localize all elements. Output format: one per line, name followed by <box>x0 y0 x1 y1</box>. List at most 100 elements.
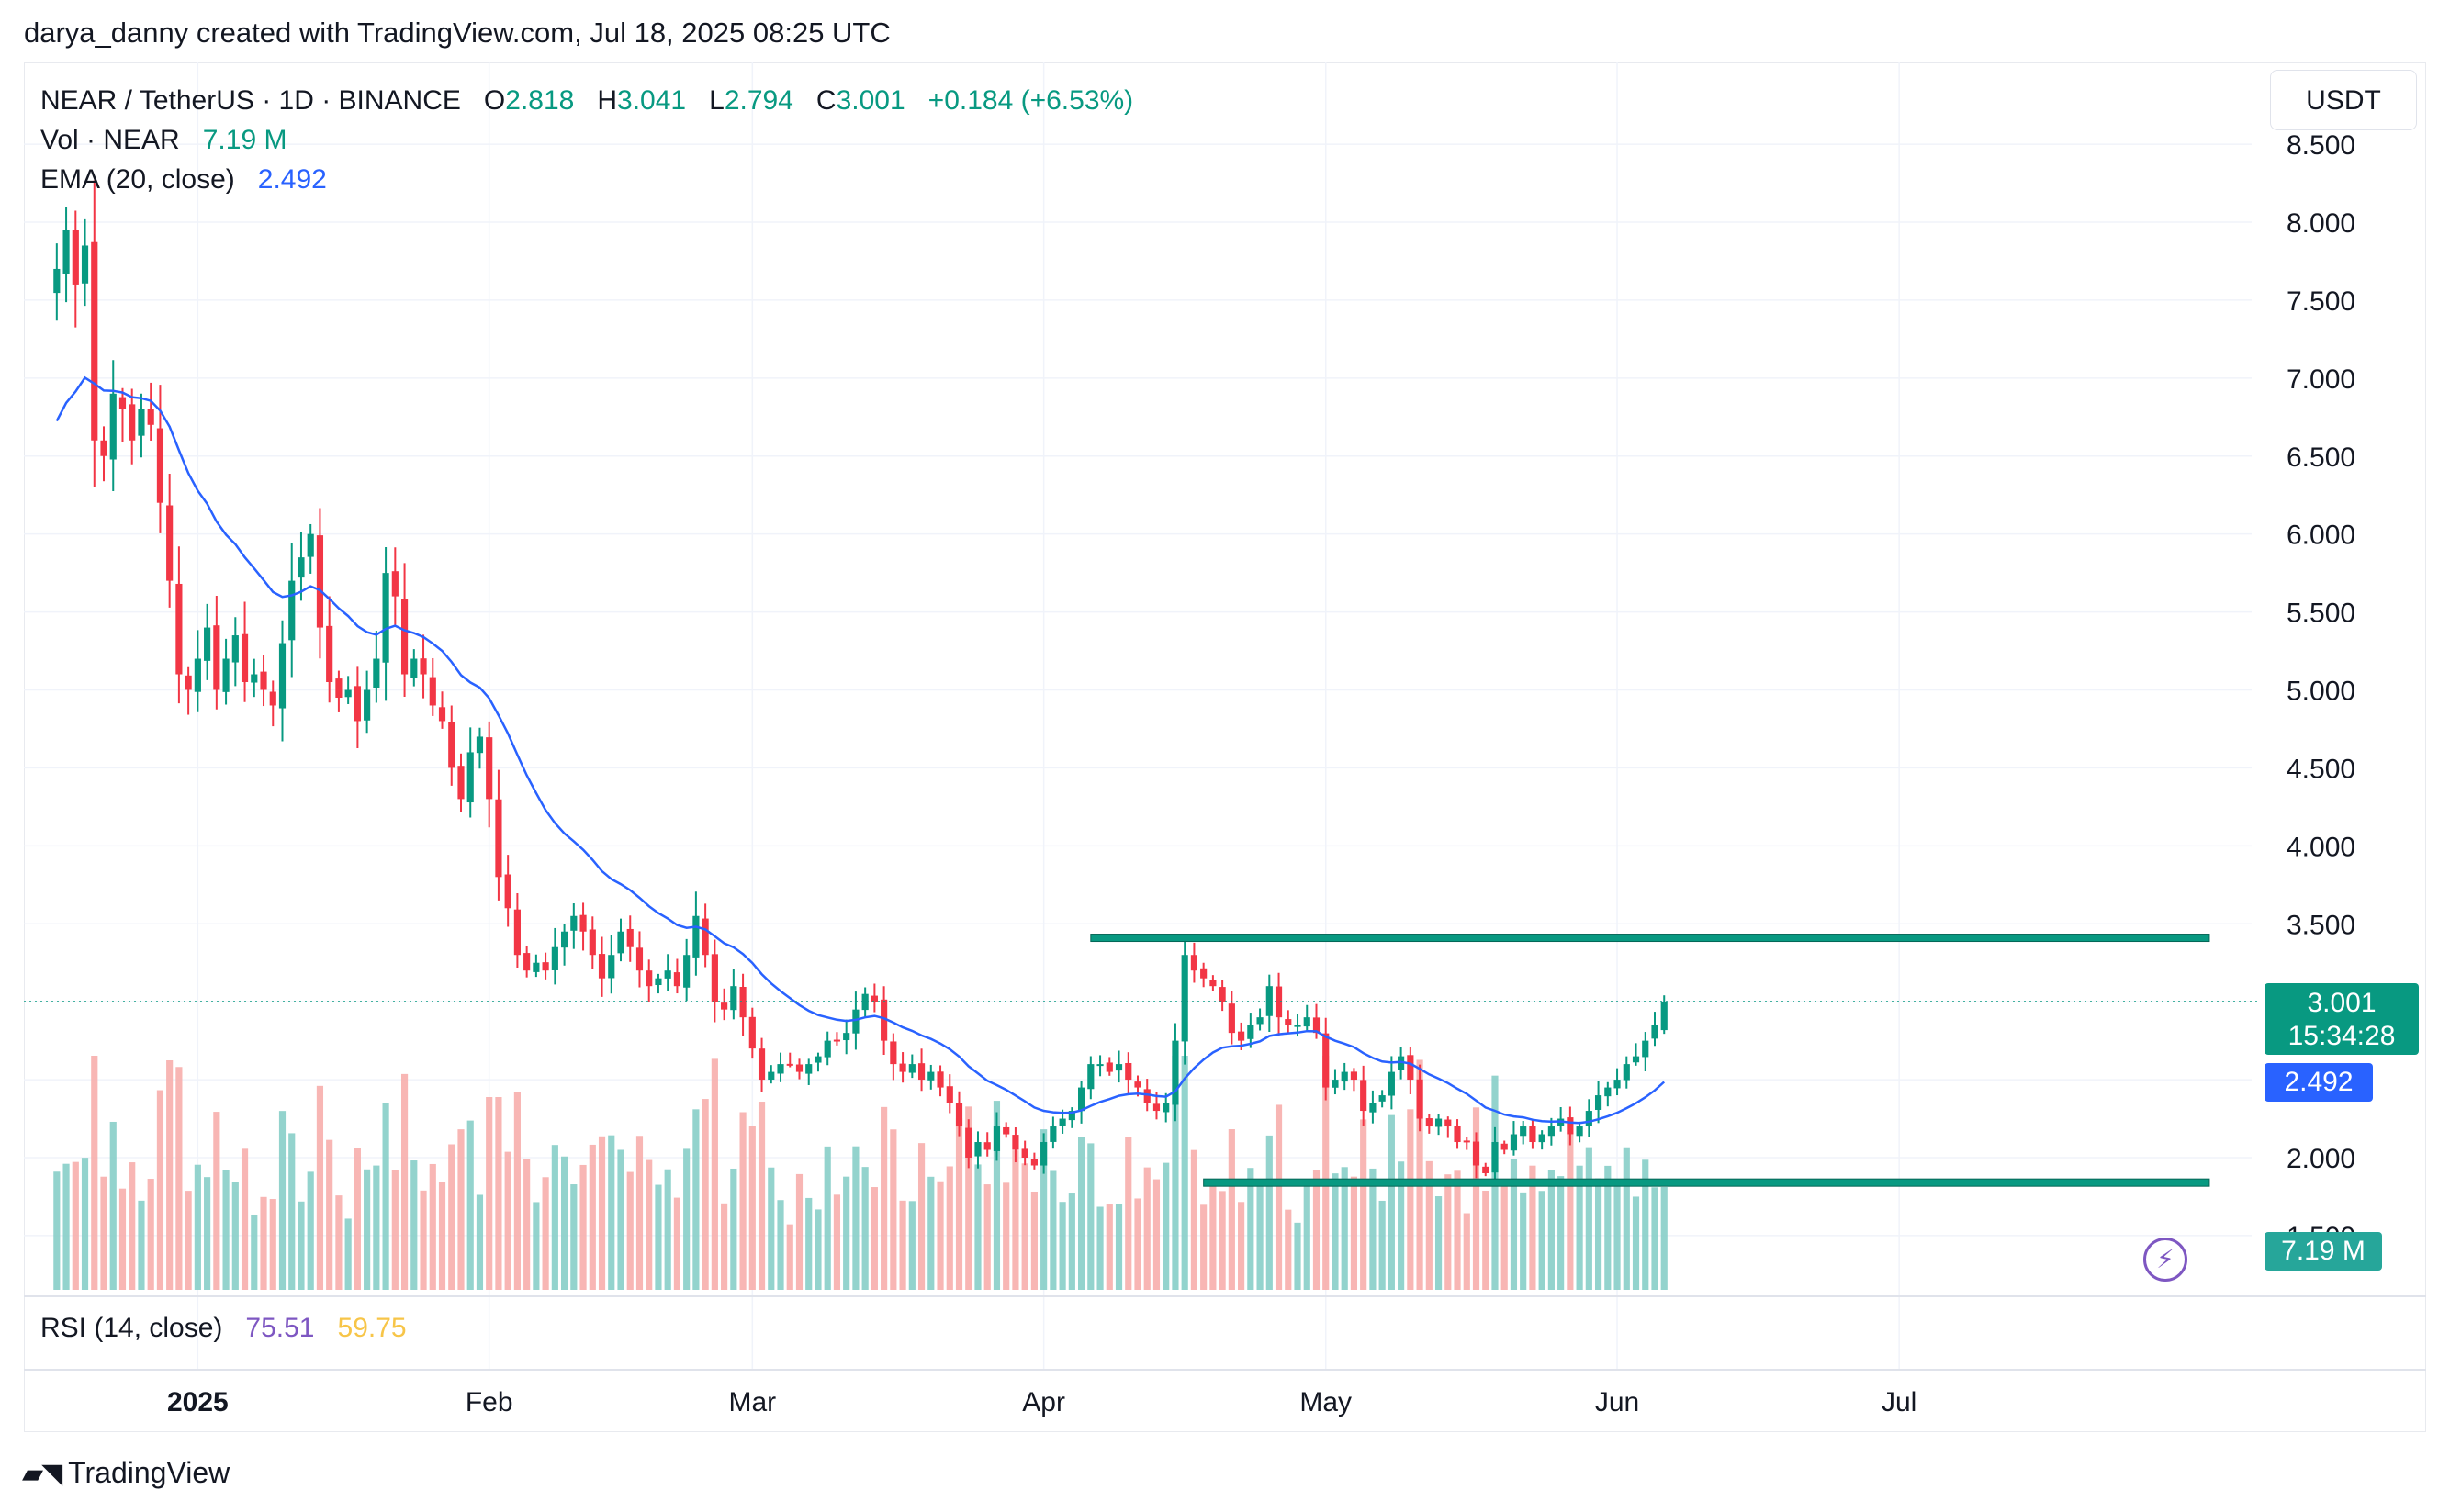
candle-body <box>1425 1118 1433 1127</box>
currency-selector[interactable]: USDT <box>2270 70 2417 130</box>
volume-bar <box>579 1164 587 1290</box>
candle-body <box>278 643 287 709</box>
candle-body <box>194 658 201 692</box>
candle-body <box>646 970 653 987</box>
volume-bar <box>1275 1104 1283 1290</box>
candle-body <box>617 931 624 954</box>
candle-body <box>1407 1055 1414 1081</box>
candle-body <box>1003 1126 1010 1135</box>
volume-bar <box>533 1202 540 1290</box>
volume-bar <box>1604 1165 1612 1290</box>
candle-body <box>815 1056 822 1063</box>
volume-bar <box>156 1090 164 1290</box>
tradingview-logo[interactable]: ▰◥ TradingView <box>22 1456 230 1490</box>
candle-body <box>871 995 878 1002</box>
candle-body <box>1491 1142 1499 1173</box>
volume-bar <box>1642 1159 1649 1290</box>
volume-bar <box>655 1184 662 1290</box>
candle-body <box>204 627 211 661</box>
volume-bar <box>795 1173 804 1290</box>
candle-body <box>1275 986 1283 1018</box>
candle-body <box>748 1016 756 1049</box>
candle-body <box>1190 955 1198 971</box>
candle-body <box>335 678 343 698</box>
rsi-ma-value: 59.75 <box>337 1313 407 1343</box>
price-tick-label: 7.000 <box>2287 364 2355 395</box>
candle-body <box>1332 1080 1339 1088</box>
volume-bar <box>1040 1129 1048 1290</box>
change-value: +0.184 (+6.53%) <box>927 85 1134 116</box>
volume-bar <box>1378 1200 1386 1290</box>
volume-bar <box>730 1168 737 1290</box>
volume-label[interactable]: Vol · NEAR <box>40 125 180 155</box>
candle-body <box>551 946 558 970</box>
volume-bar <box>251 1214 258 1290</box>
volume-bar <box>1077 1137 1085 1290</box>
ohlc-row: NEAR / TetherUS · 1D · BINANCE O2.818 H3… <box>40 81 1133 120</box>
candle-body <box>1096 1064 1104 1067</box>
candle-body <box>711 954 718 1002</box>
volume-bar <box>1585 1147 1592 1290</box>
candle-body <box>420 658 427 675</box>
candle-body <box>298 557 305 578</box>
volume-bar <box>937 1181 944 1290</box>
volume-bar <box>1181 1056 1188 1290</box>
candle-body <box>1115 1064 1123 1071</box>
candle-body <box>1322 1033 1330 1088</box>
candle-body <box>307 533 314 557</box>
volume-bar <box>673 1197 681 1290</box>
candle-body <box>795 1064 804 1072</box>
candle-body <box>513 909 521 956</box>
rsi-label[interactable]: RSI (14, close) <box>40 1313 223 1343</box>
volume-bars <box>53 1056 1668 1290</box>
low-value: 2.794 <box>724 85 793 116</box>
volume-bar <box>1228 1129 1235 1290</box>
volume-bar <box>1388 1114 1395 1290</box>
candle-body <box>1077 1087 1085 1112</box>
candles <box>53 180 1668 1186</box>
volume-bar <box>513 1092 521 1290</box>
volume-bar <box>786 1224 793 1290</box>
volume-bar <box>721 1203 728 1290</box>
price-tick-label: 7.500 <box>2287 286 2355 317</box>
candle-body <box>288 580 296 641</box>
volume-bar <box>1416 1059 1423 1290</box>
volume-bar <box>1500 1183 1508 1290</box>
candle-body <box>326 625 333 683</box>
lightning-icon[interactable]: ⚡ <box>2143 1238 2187 1282</box>
volume-bar <box>1209 1182 1217 1290</box>
volume-bar <box>166 1060 174 1290</box>
candle-body <box>1576 1126 1583 1137</box>
volume-bar <box>861 1167 869 1290</box>
volume-bar <box>373 1165 380 1290</box>
volume-bar <box>1106 1204 1113 1290</box>
volume-bar <box>1096 1206 1104 1290</box>
candle-body <box>1642 1040 1649 1058</box>
candle-body <box>1087 1064 1095 1090</box>
volume-bar <box>1547 1170 1555 1290</box>
candle-body <box>758 1048 766 1081</box>
volume-bar <box>1285 1209 1292 1290</box>
volume-bar <box>1341 1167 1348 1290</box>
candle-body <box>1454 1126 1461 1143</box>
candle-body <box>983 1142 991 1150</box>
volume-bar <box>204 1177 211 1290</box>
candle-body <box>598 954 606 979</box>
ema-label[interactable]: EMA (20, close) <box>40 164 235 195</box>
candle-body <box>1294 1025 1301 1027</box>
candle-body <box>937 1071 944 1088</box>
symbol-label[interactable]: NEAR / TetherUS · 1D · BINANCE <box>40 85 461 116</box>
candle-body <box>486 737 493 800</box>
volume-bar <box>278 1111 287 1290</box>
volume-bar <box>326 1139 333 1290</box>
volume-bar <box>1472 1107 1480 1290</box>
candle-body <box>457 766 465 800</box>
candle-body <box>1594 1095 1602 1110</box>
candle-body <box>213 625 220 690</box>
volume-bar <box>890 1129 897 1290</box>
volume-bar <box>748 1126 756 1290</box>
candle-body <box>626 928 634 947</box>
candle-body <box>730 986 737 1011</box>
volume-bar <box>1059 1202 1066 1290</box>
